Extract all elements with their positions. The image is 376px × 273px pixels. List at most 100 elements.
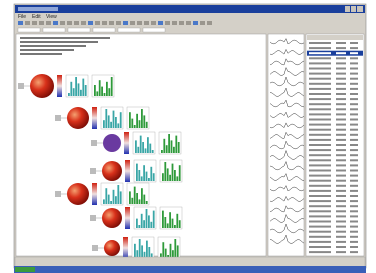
list-cell[interactable] (309, 124, 331, 126)
toolbar-button[interactable] (165, 21, 170, 25)
dropdown[interactable] (118, 28, 140, 32)
histogram-bar (99, 80, 101, 96)
list-cell[interactable] (309, 159, 331, 161)
minimize-button[interactable] (345, 6, 350, 12)
list-cell (336, 221, 346, 223)
list-cell[interactable] (309, 108, 331, 110)
list-cell[interactable] (309, 170, 331, 172)
list-cell (336, 246, 346, 248)
list-cell[interactable] (309, 236, 331, 238)
toolbar-button[interactable] (67, 21, 72, 25)
toolbar-button[interactable] (46, 21, 51, 25)
list-cell[interactable] (309, 103, 331, 105)
dropdown[interactable] (93, 28, 115, 32)
list-cell[interactable] (309, 241, 331, 243)
toolbar-button[interactable] (95, 21, 100, 25)
list-cell[interactable] (309, 113, 331, 115)
list-cell[interactable] (309, 83, 331, 85)
toolbar-button[interactable] (193, 21, 198, 25)
node-sphere[interactable] (67, 183, 89, 205)
toolbar-button[interactable] (158, 21, 163, 25)
list-cell (350, 124, 358, 126)
histogram-bar (70, 82, 72, 96)
list-cell[interactable] (309, 210, 331, 212)
toolbar-button[interactable] (179, 21, 184, 25)
list-cell[interactable] (309, 144, 331, 146)
toolbar-button[interactable] (200, 21, 205, 25)
list-cell[interactable] (309, 215, 331, 217)
list-cell[interactable] (309, 185, 331, 187)
list-cell[interactable] (309, 68, 331, 70)
list-cell[interactable] (309, 47, 331, 49)
node-sphere[interactable] (104, 240, 120, 256)
dropdown[interactable] (18, 28, 40, 32)
menu-item[interactable]: File (18, 14, 26, 20)
dropdown[interactable] (143, 28, 165, 32)
list-cell (350, 108, 358, 110)
toolbar-button[interactable] (130, 21, 135, 25)
list-cell[interactable] (309, 164, 331, 166)
list-cell[interactable] (309, 139, 331, 141)
node-sphere[interactable] (102, 208, 122, 228)
list-cell[interactable] (309, 154, 331, 156)
list-cell[interactable] (309, 180, 331, 182)
list-cell[interactable] (309, 134, 331, 136)
toolbar-button[interactable] (88, 21, 93, 25)
list-cell[interactable] (309, 57, 331, 59)
toolbar-button[interactable] (81, 21, 86, 25)
start-button[interactable] (15, 267, 35, 272)
toolbar-button[interactable] (151, 21, 156, 25)
list-cell[interactable] (309, 88, 331, 90)
list-cell[interactable] (309, 42, 331, 44)
menu-item[interactable]: View (46, 14, 57, 20)
list-cell (336, 119, 346, 121)
toolbar-button[interactable] (116, 21, 121, 25)
toolbar-button[interactable] (53, 21, 58, 25)
toolbar-button[interactable] (39, 21, 44, 25)
list-cell[interactable] (309, 221, 331, 223)
list-cell[interactable] (309, 231, 331, 233)
toolbar-button[interactable] (25, 21, 30, 25)
list-cell[interactable] (309, 119, 331, 121)
toolbar-button[interactable] (137, 21, 142, 25)
toolbar-button[interactable] (123, 21, 128, 25)
list-cell[interactable] (309, 175, 331, 177)
close-button[interactable] (357, 6, 363, 12)
list-cell[interactable] (309, 149, 331, 151)
list-cell[interactable] (309, 195, 331, 197)
dropdown[interactable] (43, 28, 65, 32)
list-cell (336, 210, 346, 212)
list-cell[interactable] (309, 205, 331, 207)
list-cell[interactable] (309, 93, 331, 95)
list-cell[interactable] (309, 190, 331, 192)
list-cell[interactable] (309, 52, 331, 54)
toolbar-button[interactable] (207, 21, 212, 25)
toolbar-button[interactable] (186, 21, 191, 25)
dropdown[interactable] (68, 28, 90, 32)
list-cell[interactable] (309, 129, 331, 131)
node-sphere[interactable] (67, 107, 89, 129)
list-cell[interactable] (309, 73, 331, 75)
toolbar-button[interactable] (60, 21, 65, 25)
node-sphere[interactable] (102, 161, 122, 181)
toolbar-button[interactable] (109, 21, 114, 25)
list-cell[interactable] (309, 78, 331, 80)
node-sphere[interactable] (30, 74, 54, 98)
maximize-button[interactable] (351, 6, 356, 12)
list-cell[interactable] (309, 200, 331, 202)
list-cell[interactable] (309, 226, 331, 228)
list-cell[interactable] (309, 62, 331, 64)
toolbar-button[interactable] (74, 21, 79, 25)
toolbar-button[interactable] (18, 21, 23, 25)
menu-item[interactable]: Edit (32, 14, 41, 20)
toolbar-button[interactable] (32, 21, 37, 25)
node-sphere[interactable] (103, 134, 121, 152)
node-label (55, 191, 61, 197)
toolbar-button[interactable] (172, 21, 177, 25)
list-cell[interactable] (309, 246, 331, 248)
list-cell (336, 47, 346, 49)
list-cell[interactable] (309, 251, 331, 253)
list-cell[interactable] (309, 98, 331, 100)
toolbar-button[interactable] (144, 21, 149, 25)
toolbar-button[interactable] (102, 21, 107, 25)
